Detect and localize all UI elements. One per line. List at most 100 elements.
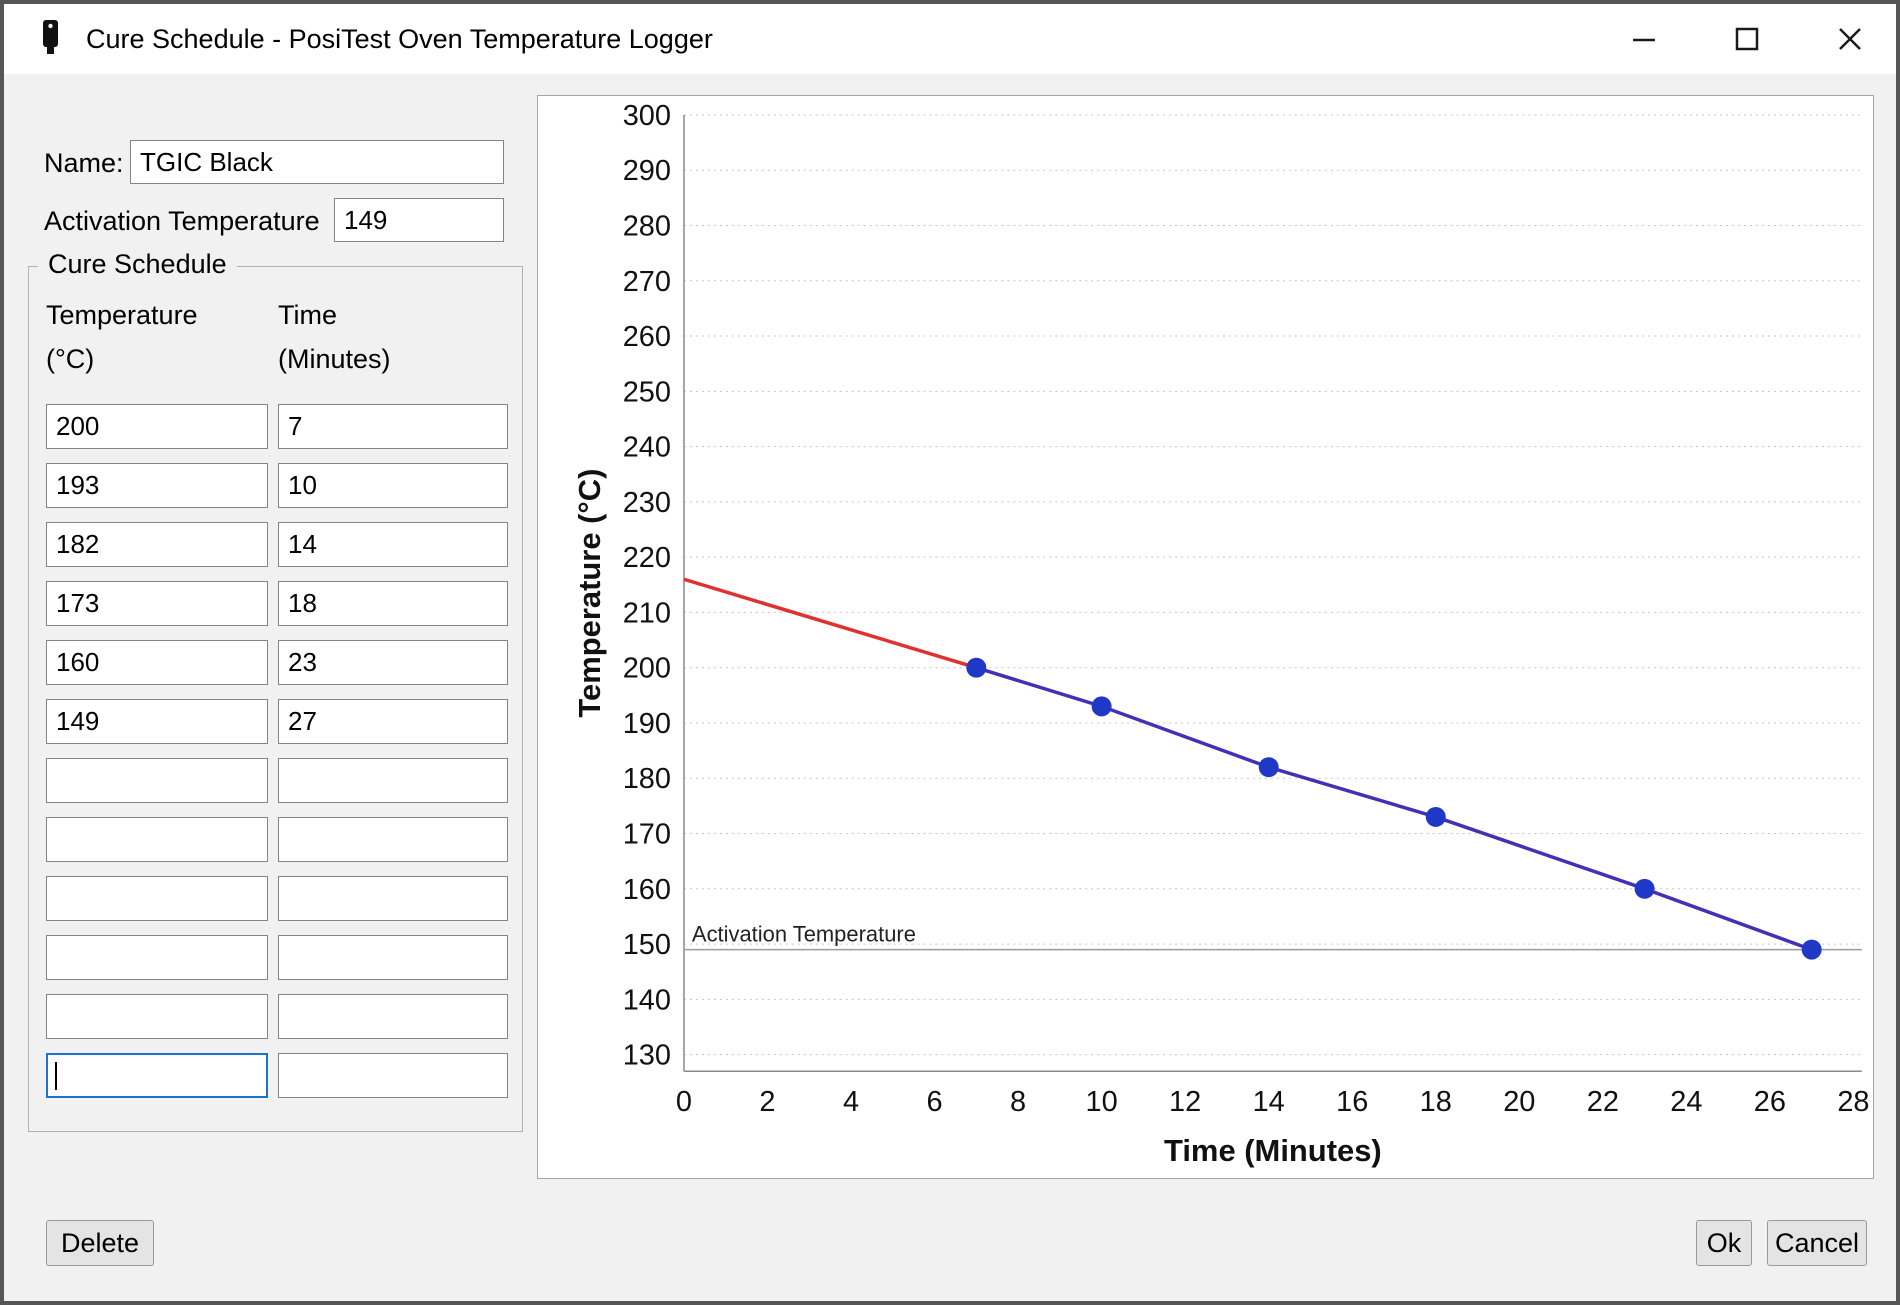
name-input[interactable]: [130, 140, 504, 184]
time-input-6[interactable]: [278, 699, 508, 744]
time-input-5[interactable]: [278, 640, 508, 685]
close-button[interactable]: [1812, 4, 1888, 74]
schedule-row: [46, 876, 508, 921]
y-tick-label: 170: [623, 819, 671, 851]
temperature-input-10[interactable]: [46, 935, 268, 980]
time-column-unit: (Minutes): [278, 344, 391, 374]
data-point: [1801, 939, 1822, 960]
minimize-button[interactable]: [1606, 4, 1682, 74]
time-input-2[interactable]: [278, 463, 508, 508]
time-column-header: Time: [278, 300, 337, 330]
y-tick-label: 250: [623, 376, 671, 408]
cancel-button[interactable]: Cancel: [1767, 1220, 1867, 1266]
schedule-row: [46, 994, 508, 1039]
x-tick-label: 0: [676, 1086, 692, 1118]
window-title: Cure Schedule - PosiTest Oven Temperatur…: [86, 23, 713, 54]
temperature-input-3[interactable]: [46, 522, 268, 567]
chart-svg: 3002902802702602502402302202102001901801…: [572, 100, 1869, 1168]
temperature-input-1[interactable]: [46, 404, 268, 449]
y-tick-label: 210: [623, 597, 671, 629]
series-ramp-extrapolation: [683, 577, 977, 670]
x-tick-label: 20: [1503, 1086, 1535, 1118]
time-input-1[interactable]: [278, 404, 508, 449]
temperature-input-5[interactable]: [46, 640, 268, 685]
temperature-input-11[interactable]: [46, 994, 268, 1039]
time-input-7[interactable]: [278, 758, 508, 803]
chart-panel: 300 290 280 270 260 250 240 230 220 210 200 190 180 1…: [537, 95, 1874, 1179]
delete-button[interactable]: Delete: [46, 1220, 154, 1266]
time-input-10[interactable]: [278, 935, 508, 980]
data-point: [1258, 757, 1279, 778]
temperature-input-12[interactable]: [46, 1053, 268, 1098]
y-tick-label: 180: [623, 763, 671, 795]
time-input-9[interactable]: [278, 876, 508, 921]
schedule-row: [46, 581, 508, 626]
time-input-11[interactable]: [278, 994, 508, 1039]
time-input-4[interactable]: [278, 581, 508, 626]
ok-button[interactable]: Ok: [1696, 1220, 1752, 1266]
y-tick-label: 300: [623, 100, 671, 132]
x-tick-label: 8: [1010, 1086, 1026, 1118]
y-tick-label: 140: [623, 984, 671, 1016]
temperature-input-6[interactable]: [46, 699, 268, 744]
maximize-icon: [1735, 27, 1759, 51]
cure-schedule-groupbox: [28, 266, 523, 1132]
data-point: [966, 657, 987, 678]
activation-temperature-input[interactable]: [334, 198, 504, 242]
activation-temperature-annotation: Activation Temperature: [692, 922, 916, 947]
x-tick-label: 6: [927, 1086, 943, 1118]
x-tick-label: 2: [759, 1086, 775, 1118]
temperature-input-2[interactable]: [46, 463, 268, 508]
time-input-12[interactable]: [278, 1053, 508, 1098]
maximize-button[interactable]: [1709, 4, 1785, 74]
name-label: Name:: [44, 148, 124, 178]
x-tick-label: 18: [1420, 1086, 1452, 1118]
y-axis-title: Temperature (°C): [572, 469, 607, 718]
schedule-row: [46, 522, 508, 567]
x-tick-label: 12: [1169, 1086, 1201, 1118]
y-tick-label: 200: [623, 653, 671, 685]
schedule-row: [46, 640, 508, 685]
y-tick-label: 240: [623, 432, 671, 464]
close-icon: [1839, 28, 1861, 50]
temperature-input-9[interactable]: [46, 876, 268, 921]
x-tick-label: 26: [1754, 1086, 1786, 1118]
cure-schedule-group-label: Cure Schedule: [38, 249, 237, 280]
y-tick-label: 150: [623, 929, 671, 961]
x-tick-label: 14: [1253, 1086, 1285, 1118]
app-icon: [38, 18, 64, 61]
temperature-input-4[interactable]: [46, 581, 268, 626]
temperature-column-unit: (°C): [46, 344, 95, 374]
x-tick-label: 24: [1670, 1086, 1702, 1118]
y-tick-label: 290: [623, 155, 671, 187]
schedule-row: [46, 817, 508, 862]
schedule-row: [46, 1053, 508, 1098]
y-tick-label: 270: [623, 266, 671, 298]
y-tick-label: 230: [623, 487, 671, 519]
x-tick-label: 10: [1086, 1086, 1118, 1118]
x-tick-label: 22: [1587, 1086, 1619, 1118]
x-tick-label: 28: [1837, 1086, 1869, 1118]
series-cure-schedule: [975, 666, 1813, 952]
y-tick-label: 160: [623, 874, 671, 906]
y-tick-label: 280: [623, 210, 671, 242]
schedule-row: [46, 699, 508, 744]
data-point: [1634, 878, 1655, 899]
y-tick-label: 190: [623, 708, 671, 740]
schedule-row: [46, 404, 508, 449]
x-tick-label: 16: [1336, 1086, 1368, 1118]
x-tick-label: 4: [843, 1086, 859, 1118]
time-input-3[interactable]: [278, 522, 508, 567]
y-tick-label: 130: [623, 1040, 671, 1072]
temperature-input-8[interactable]: [46, 817, 268, 862]
activation-temperature-label: Activation Temperature: [44, 206, 320, 236]
x-axis-title: Time (Minutes): [1164, 1133, 1382, 1168]
schedule-row: [46, 935, 508, 980]
y-tick-label: 260: [623, 321, 671, 353]
data-point: [1425, 806, 1446, 827]
time-input-8[interactable]: [278, 817, 508, 862]
title-bar[interactable]: Cure Schedule - PosiTest Oven Temperatur…: [4, 4, 1896, 74]
temperature-column-header: Temperature: [46, 300, 198, 330]
temperature-input-7[interactable]: [46, 758, 268, 803]
